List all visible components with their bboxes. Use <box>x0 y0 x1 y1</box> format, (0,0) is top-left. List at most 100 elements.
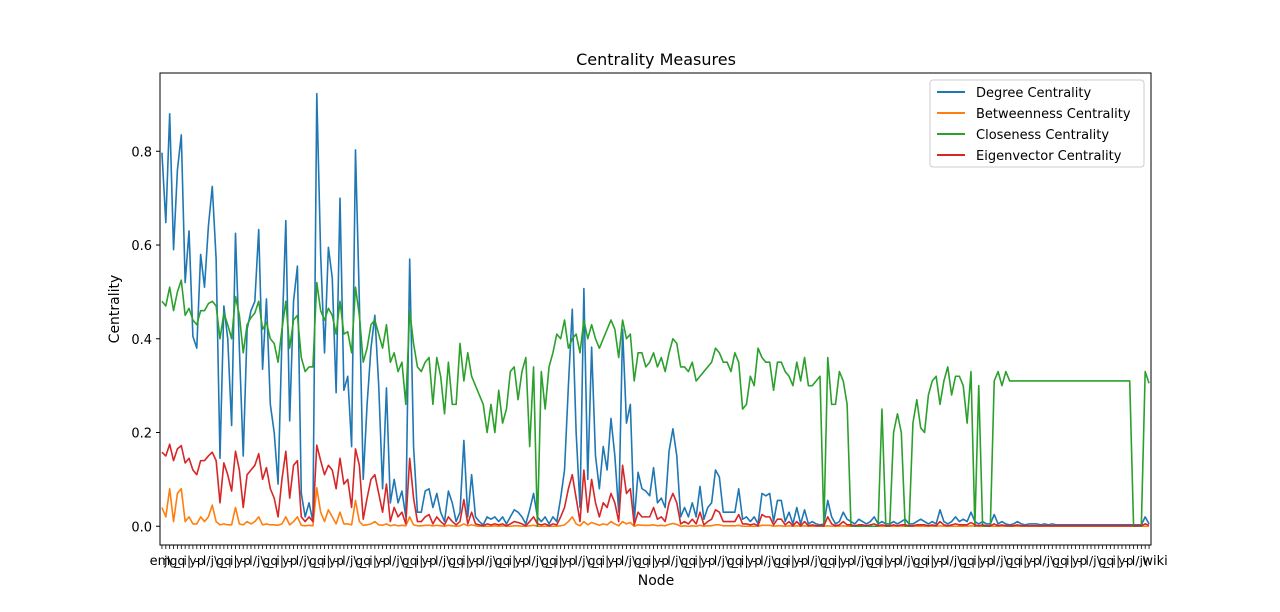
x-tick-label-glyph: p <box>522 554 530 568</box>
x-tick-label-glyph: y <box>375 554 382 568</box>
x-tick-label-glyph: \ <box>1143 554 1148 568</box>
x-tick-label-glyph: _ <box>452 554 460 568</box>
x-tick-label-glyph: y <box>747 554 754 568</box>
x-tick-label-glyph: / <box>810 554 815 568</box>
x-tick-label-glyph: j <box>1139 554 1143 568</box>
x-tick-label-glyph: y <box>654 554 661 568</box>
x-tick-label-glyph: \ <box>679 554 684 568</box>
x-tick-label-glyph: \ <box>261 554 266 568</box>
x-tick-label-glyph: p <box>197 554 205 568</box>
x-tick-label-glyph: - <box>984 554 988 568</box>
x-tick-label-glyph: - <box>473 554 477 568</box>
x-axis-label: Node <box>638 573 675 589</box>
x-tick-label-glyph: j <box>488 554 492 568</box>
x-tick-label-glyph: \ <box>168 554 173 568</box>
x-tick-label-glyph: - <box>938 554 942 568</box>
x-tick-label-glyph: l <box>667 554 670 568</box>
x-tick-label-glyph: \ <box>632 554 637 568</box>
x-tick-label-glyph: q <box>642 554 650 568</box>
x-tick-label-glyph: l <box>528 554 531 568</box>
x-tick-label-glyph: / <box>439 554 444 568</box>
x-tick-label-glyph: y <box>282 554 289 568</box>
x-tick-label-glyph: / <box>903 554 908 568</box>
x-tick-label-glyph: p <box>894 554 902 568</box>
x-tick-label-glyph: p <box>1079 554 1087 568</box>
x-tick-label-glyph: / <box>206 554 211 568</box>
x-tick-label-glyph: | <box>233 554 237 568</box>
x-tick-label-glyph: j <box>163 554 167 568</box>
x-tick-label-glyph: / <box>1043 554 1048 568</box>
x-tick-label-glyph: / <box>624 554 629 568</box>
x-tick-label-glyph: - <box>891 554 895 568</box>
x-tick-label-glyph: y <box>1072 554 1079 568</box>
x-tick-label-glyph: - <box>380 554 384 568</box>
x-tick-label-glyph: g <box>1052 554 1060 568</box>
x-tick-label-glyph: _ <box>917 554 925 568</box>
legend: Degree Centrality Betweenness Centrality C… <box>929 79 1145 168</box>
x-tick-label-glyph: q <box>967 554 975 568</box>
x-tick-label-glyph: l <box>574 554 577 568</box>
x-tick-label-glyph: l <box>900 554 903 568</box>
x-tick-label-glyph: - <box>1124 554 1128 568</box>
x-tick-label-glyph: / <box>299 554 304 568</box>
x-tick-label-glyph: \ <box>1004 554 1009 568</box>
x-tick-label-glyph: p <box>1126 554 1134 568</box>
x-tick-label-glyph: y <box>189 554 196 568</box>
x-tick-label-glyph: \ <box>400 554 405 568</box>
x-tick-label-glyph: y <box>793 554 800 568</box>
x-tick-label-glyph: i <box>276 554 279 568</box>
series-layer <box>161 92 1150 528</box>
x-tick-label-glyph: p <box>1033 554 1041 568</box>
x-tick-label-glyph: - <box>659 554 663 568</box>
x-tick-label-glyph: i <box>555 554 558 568</box>
x-tick-label-glyph: p <box>801 554 809 568</box>
x-tick-label-glyph: g <box>867 554 875 568</box>
x-tick-label-glyph: l <box>946 554 949 568</box>
x-tick-label-glyph: _ <box>499 554 507 568</box>
x-tick-label-glyph: i <box>648 554 651 568</box>
x-tick-label-glyph: j <box>767 554 771 568</box>
x-tick-label-glyph: _ <box>545 554 553 568</box>
x-tick-label-glyph: i <box>602 554 605 568</box>
x-tick-label-glyph: g <box>588 554 596 568</box>
x-tick-label-glyph: g <box>495 554 503 568</box>
x-tick-label-glyph: \ <box>772 554 777 568</box>
chart-title: Centrality Measures <box>576 50 736 69</box>
x-tick-label-glyph: i <box>880 554 883 568</box>
y-tick-label: 0.8 <box>131 145 152 160</box>
x-tick-label-glyph: | <box>1023 554 1027 568</box>
x-tick-label-glyph: | <box>559 554 563 568</box>
x-tick-label-glyph: \ <box>214 554 219 568</box>
x-tick-label-glyph: / <box>392 554 397 568</box>
x-tick-label-glyph: p <box>615 554 623 568</box>
x-tick-label-glyph: / <box>950 554 955 568</box>
x-tick-label-glyph: p <box>987 554 995 568</box>
y-tick-label: 0.2 <box>131 427 152 442</box>
x-tick-label-glyph: | <box>512 554 516 568</box>
x-tick-label-glyph: - <box>566 554 570 568</box>
series-line-closeness-centrality <box>161 279 1150 528</box>
legend-label: Eigenvector Centrality <box>976 149 1122 164</box>
x-tick-label-glyph: i <box>1020 554 1023 568</box>
x-tick-label-glyph: g <box>402 554 410 568</box>
x-tick-label-glyph: y <box>515 554 522 568</box>
x-tick-label-glyph: j <box>256 554 260 568</box>
x-tick-label-glyph: l <box>1132 554 1135 568</box>
x-tick-label-glyph: \ <box>446 554 451 568</box>
x-tick-label-glyph: / <box>532 554 537 568</box>
x-tick-label-glyph: | <box>419 554 423 568</box>
x-tick-label-glyph: _ <box>824 554 832 568</box>
x-tick-label-glyph: j <box>442 554 446 568</box>
x-tick-label-glyph: _ <box>777 554 785 568</box>
x-tick-label-glyph: / <box>578 554 583 568</box>
x-tick-label-glyph: j <box>349 554 353 568</box>
x-tick-label-glyph: q <box>1060 554 1068 568</box>
x-tick-label-glyph: g <box>681 554 689 568</box>
x-tick-label-glyph: i <box>230 554 233 568</box>
x-tick-label-glyph: _ <box>266 554 274 568</box>
x-tick-label-glyph: l <box>993 554 996 568</box>
x-tick-label-glyph: l <box>389 554 392 568</box>
x-tick-label-glyph: i <box>183 554 186 568</box>
x-tick-label-glyph: p <box>568 554 576 568</box>
